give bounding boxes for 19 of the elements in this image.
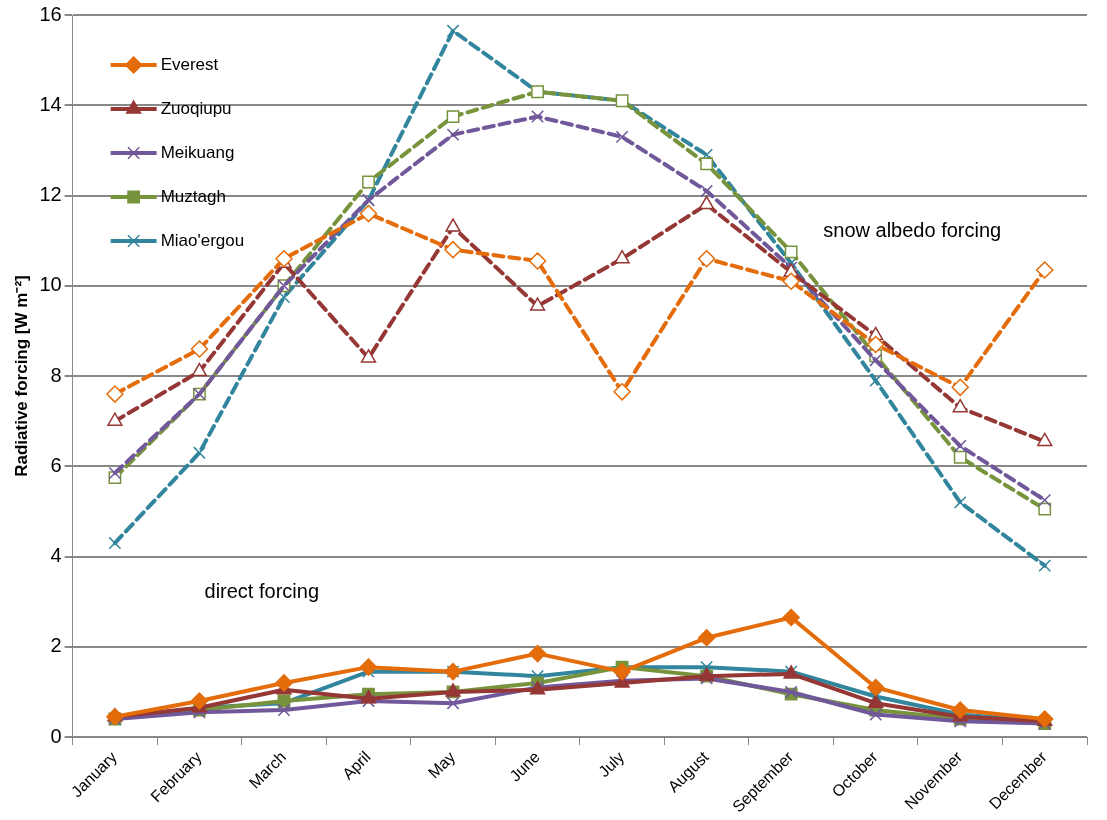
y-tick-label: 6 xyxy=(50,453,62,476)
y-tick-label: 8 xyxy=(50,363,62,386)
x-tick-label: May xyxy=(424,748,459,782)
legend-label: Meikuang xyxy=(160,142,235,162)
legend-label: Zuoqiupu xyxy=(160,98,232,118)
y-tick-label: 16 xyxy=(39,2,62,25)
annotation: snow albedo forcing xyxy=(823,219,1002,242)
y-tick-label: 14 xyxy=(39,92,62,115)
y-tick-label: 4 xyxy=(50,544,62,567)
legend-label: Muztagh xyxy=(160,186,226,206)
y-axis-title: Radiative forcing [W m⁻²] xyxy=(11,275,31,477)
x-tick-label: July xyxy=(595,748,628,781)
y-tick-label: 2 xyxy=(50,634,62,657)
annotation: direct forcing xyxy=(204,580,320,603)
legend-label: Everest xyxy=(160,54,219,74)
legend-label: Miao'ergou xyxy=(160,230,245,250)
y-tick-label: 12 xyxy=(39,183,62,206)
y-tick-label: 10 xyxy=(39,273,62,296)
y-tick-label: 0 xyxy=(50,724,62,747)
